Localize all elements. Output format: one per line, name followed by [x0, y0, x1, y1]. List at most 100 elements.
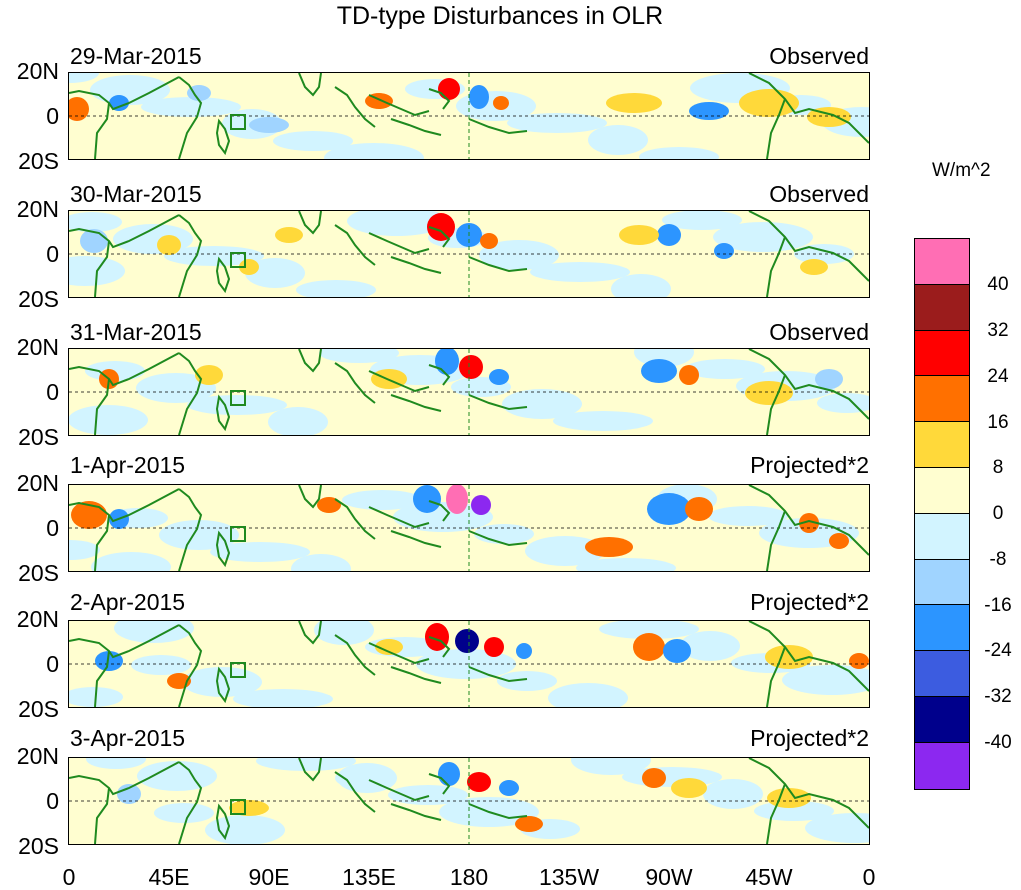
- colorbar-label: -24: [984, 640, 1012, 661]
- anomaly-patch: [639, 147, 719, 159]
- lon-tick-135w: 135W: [538, 864, 600, 890]
- lat-tick-eq: 0: [46, 379, 59, 405]
- lat-tick-20s: 20S: [18, 286, 59, 312]
- coastline: [298, 73, 322, 97]
- anomaly-blob: [849, 653, 869, 669]
- lon-tick-180: 180: [449, 864, 489, 890]
- olr-map-5: [69, 621, 869, 707]
- anomaly-patch: [319, 349, 399, 363]
- coastline: [468, 530, 528, 547]
- anomaly-patch: [114, 621, 194, 643]
- colorbar-label: 16: [987, 412, 1009, 433]
- coastline: [748, 485, 869, 556]
- anomaly-patch: [507, 113, 607, 133]
- anomaly-patch: [69, 540, 100, 560]
- lat-tick-20n: 20N: [16, 743, 59, 769]
- anomaly-patch: [159, 520, 239, 550]
- colorbar-seg: [915, 513, 969, 560]
- anomaly-patch: [817, 393, 869, 413]
- coastline: [298, 211, 322, 235]
- coastline: [766, 783, 786, 844]
- anomaly-patch: [708, 506, 788, 526]
- coastline: [108, 352, 180, 387]
- coastline: [428, 364, 451, 386]
- coastline: [368, 232, 430, 255]
- coastline: [108, 214, 180, 249]
- coastline: [748, 211, 869, 282]
- coastline: [178, 214, 203, 297]
- anomaly-patch: [662, 211, 742, 230]
- anomaly-patch: [90, 75, 170, 105]
- coastline: [390, 530, 442, 548]
- coastline: [215, 803, 231, 841]
- colorbar-label: 24: [987, 366, 1009, 387]
- anomaly-patch: [86, 758, 146, 769]
- figure-title: TD-type Disturbances in OLR: [336, 2, 664, 30]
- anomaly-blob: [642, 768, 666, 788]
- anomaly-blob: [765, 645, 813, 669]
- anomaly-blob: [800, 259, 828, 275]
- coastline: [178, 761, 203, 844]
- anomaly-patch: [296, 280, 376, 297]
- lon-tick-0: 0: [62, 864, 76, 890]
- anomaly-patch: [245, 258, 305, 288]
- coastline: [215, 530, 231, 568]
- lat-tick-20s: 20S: [18, 148, 59, 174]
- coastline: [766, 236, 786, 297]
- anomaly-patch: [256, 758, 356, 771]
- coastline: [108, 76, 180, 111]
- coastline: [334, 634, 376, 676]
- anomaly-blob: [109, 95, 129, 111]
- colorbar-label: -32: [984, 686, 1012, 707]
- lat-tick-20n: 20N: [16, 470, 59, 496]
- colorbar-seg: [915, 330, 969, 377]
- olr-map-4: [69, 485, 869, 571]
- anomaly-patch: [69, 405, 148, 435]
- colorbar-label: 0: [992, 503, 1004, 524]
- anomaly-blob: [484, 637, 504, 657]
- coastline: [428, 88, 451, 110]
- coastline: [368, 94, 430, 117]
- coastline: [334, 86, 376, 128]
- anomaly-blob: [745, 381, 793, 405]
- anomaly-patch: [611, 274, 671, 297]
- panel-label: Observed: [769, 43, 869, 69]
- colorbar-label: 8: [992, 457, 1004, 478]
- coastline: [390, 394, 442, 412]
- coastline: [766, 374, 786, 435]
- anomaly-patch: [474, 524, 534, 544]
- anomaly-blob: [438, 762, 460, 786]
- reference-box: [230, 252, 246, 268]
- coastline: [108, 761, 180, 796]
- colorbar-seg: [915, 651, 969, 697]
- coastline: [390, 118, 442, 136]
- colorbar-label: 40: [987, 274, 1009, 295]
- anomaly-patch: [713, 222, 813, 252]
- lat-tick-20n: 20N: [16, 196, 59, 222]
- panel-date: 1-Apr-2015: [70, 452, 186, 478]
- anomaly-patch: [314, 621, 374, 645]
- anomaly-patch: [530, 262, 630, 282]
- anomaly-blob: [641, 359, 677, 383]
- anomaly-blob: [679, 365, 699, 385]
- lon-tick-90e: 90E: [248, 864, 290, 890]
- coastline: [178, 352, 203, 435]
- anomaly-patch: [131, 655, 191, 675]
- anomaly-blob: [606, 93, 662, 113]
- lon-tick-360: 0: [862, 864, 876, 890]
- map-panel-4: [68, 484, 870, 572]
- coastline: [298, 349, 322, 373]
- anomaly-patch: [342, 490, 422, 510]
- coastline: [368, 506, 430, 529]
- coastline: [298, 758, 322, 782]
- lat-tick-20s: 20S: [18, 560, 59, 586]
- map-panel-1: [68, 72, 870, 160]
- anomaly-patch: [479, 240, 559, 270]
- coastline: [748, 349, 869, 420]
- anomaly-patch: [291, 554, 351, 571]
- anomaly-patch: [805, 813, 869, 843]
- coastline: [748, 73, 869, 144]
- anomaly-blob: [469, 85, 489, 109]
- anomaly-blob: [117, 784, 141, 804]
- lat-tick-20s: 20S: [18, 424, 59, 450]
